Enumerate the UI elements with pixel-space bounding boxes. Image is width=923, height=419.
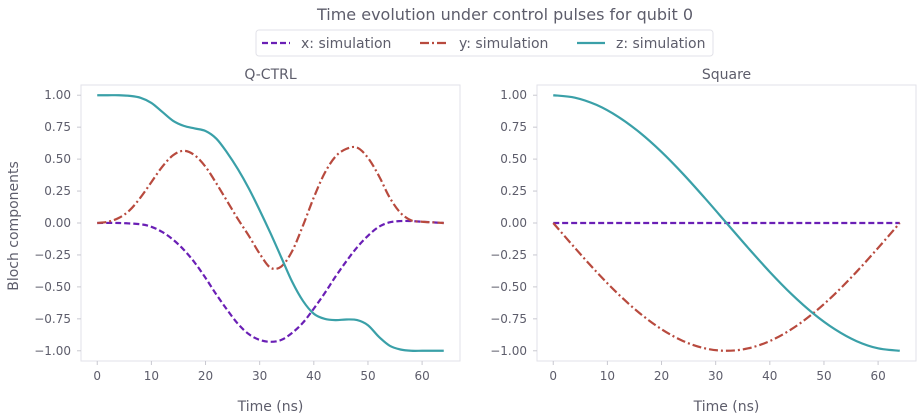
series-line-z xyxy=(97,94,444,352)
x-tick-label: 0 xyxy=(549,369,557,383)
legend-label-y: y: simulation xyxy=(459,36,548,52)
chart-panel-square: Square 0 10 20 30 40 50 60 1.00 0.75 0.50 0.25 0.00 −… xyxy=(490,67,917,415)
x-axis-label: Time (ns) xyxy=(237,399,304,415)
x-tick-label: 0 xyxy=(93,369,101,383)
y-tick-label: 0.00 xyxy=(44,216,71,230)
y-tick-label: −0.25 xyxy=(34,248,71,262)
legend: x: simulation y: simulation z: simulatio… xyxy=(255,29,714,57)
x-tick-label: 50 xyxy=(360,369,375,383)
series-line-x xyxy=(97,219,444,343)
legend-label-z: z: simulation xyxy=(616,36,706,52)
x-tick-label: 60 xyxy=(870,369,885,383)
panel-title: Q-CTRL xyxy=(244,67,297,83)
y-tick-label: −1.00 xyxy=(490,344,527,358)
x-tick-label: 10 xyxy=(144,369,159,383)
y-tick-label: 0.75 xyxy=(500,120,527,134)
figure-title: Time evolution under control pulses for … xyxy=(316,5,693,24)
x-tick-label: 30 xyxy=(708,369,723,383)
y-tick-label: 0.50 xyxy=(500,152,527,166)
y-tick-label: 0.75 xyxy=(44,120,71,134)
x-tick-label: 40 xyxy=(306,369,321,383)
y-tick-label: −0.50 xyxy=(490,280,527,294)
series-line-y xyxy=(552,222,901,352)
y-tick-label: −0.75 xyxy=(34,312,71,326)
x-tick-label: 50 xyxy=(816,369,831,383)
y-tick-label: 0.50 xyxy=(44,152,71,166)
series-line-y xyxy=(97,145,444,271)
y-tick-label: 0.25 xyxy=(500,184,527,198)
y-tick-label: 0.00 xyxy=(500,216,527,230)
y-tick-label: −1.00 xyxy=(34,344,71,358)
y-tick-label: −0.50 xyxy=(34,280,71,294)
x-tick-label: 20 xyxy=(198,369,213,383)
y-tick-label: 0.25 xyxy=(44,184,71,198)
chart-panel-qctrl: Q-CTRL 0 10 20 30 40 50 60 1.00 0.75 0.50 0.25 0.00 −… xyxy=(34,67,461,415)
series-line-z xyxy=(553,94,900,352)
legend-label-x: x: simulation xyxy=(301,36,391,52)
y-tick-label: 1.00 xyxy=(44,88,71,102)
y-axis-label: Bloch components xyxy=(6,161,22,291)
x-tick-label: 30 xyxy=(252,369,267,383)
x-tick-label: 60 xyxy=(414,369,429,383)
x-tick-label: 20 xyxy=(654,369,669,383)
y-tick-label: −0.25 xyxy=(490,248,527,262)
y-tick-label: −0.75 xyxy=(490,312,527,326)
x-tick-label: 10 xyxy=(600,369,615,383)
x-tick-label: 40 xyxy=(762,369,777,383)
x-axis-label: Time (ns) xyxy=(693,399,760,415)
panel-title: Square xyxy=(702,67,751,83)
y-tick-label: 1.00 xyxy=(500,88,527,102)
legend-frame xyxy=(255,29,714,57)
